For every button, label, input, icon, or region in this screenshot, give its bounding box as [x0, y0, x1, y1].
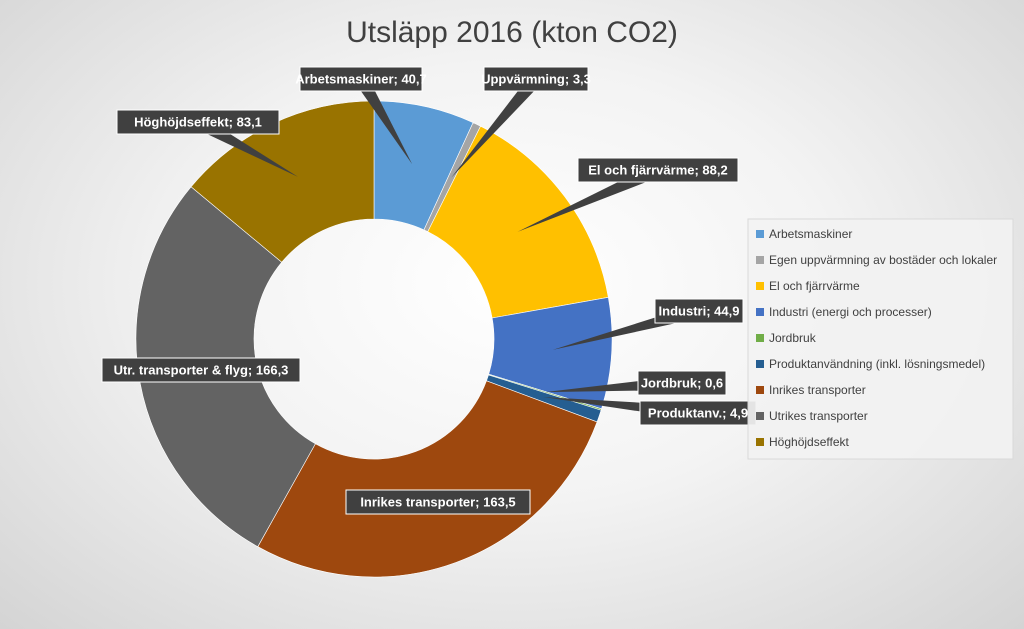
legend-label: Jordbruk — [769, 331, 817, 345]
legend-swatch — [756, 230, 764, 238]
legend-swatch — [756, 412, 764, 420]
legend-label: Produktanvändning (inkl. lösningsmedel) — [769, 357, 985, 371]
slice-inrikes-transporter — [257, 380, 598, 578]
legend-box — [747, 218, 1014, 460]
data-label: Utr. transporter & flyg; 166,3 — [114, 363, 289, 378]
legend-swatch — [756, 386, 764, 394]
legend-swatch — [756, 308, 764, 316]
data-label: Höghöjdseffekt; 83,1 — [134, 115, 262, 130]
slices-group — [135, 100, 613, 578]
data-label: Industri; 44,9 — [659, 304, 740, 319]
legend-label: Utrikes transporter — [769, 409, 868, 423]
data-label: Produktanv.; 4,9 — [648, 406, 748, 421]
callout-box — [101, 357, 301, 383]
callout-box — [637, 370, 727, 396]
legend-swatch — [756, 334, 764, 342]
data-label: Inrikes transporter; 163,5 — [360, 495, 515, 510]
callout-box — [654, 298, 744, 324]
legend-label: El och fjärrvärme — [769, 279, 860, 293]
legend: Arbetsmaskiner Egen uppvärmning av bostäd… — [747, 218, 1014, 460]
callout-box — [483, 66, 589, 92]
data-label: El och fjärrvärme; 88,2 — [588, 163, 727, 178]
legend-swatch — [756, 256, 764, 264]
legend-label: Höghöjdseffekt — [769, 435, 850, 449]
legend-label: Inrikes transporter — [769, 383, 866, 397]
legend-swatch — [756, 282, 764, 290]
data-label: Jordbruk; 0,6 — [641, 376, 723, 391]
callouts-group: Arbetsmaskiner; 40,7 Uppvärmning; 3,3 El o… — [101, 66, 757, 515]
data-label: Uppvärmning; 3,3 — [481, 72, 591, 87]
legend-swatch — [756, 438, 764, 446]
legend-label: Industri (energi och processer) — [769, 305, 932, 319]
callout-box — [299, 66, 423, 92]
slice-el-och-fjarrvarme — [427, 125, 609, 319]
legend-swatch — [756, 360, 764, 368]
callout-box — [345, 489, 531, 515]
data-label: Arbetsmaskiner; 40,7 — [295, 72, 427, 87]
callout-pointer — [451, 74, 542, 178]
chart-title: Utsläpp 2016 (kton CO2) — [346, 16, 678, 49]
callout-box — [577, 157, 739, 183]
callout-box — [116, 109, 280, 135]
callout-pointer — [354, 75, 413, 165]
callout-box — [639, 400, 757, 426]
legend-label: Arbetsmaskiner — [769, 227, 852, 241]
legend-label: Egen uppvärmning av bostäder och lokaler — [769, 253, 997, 267]
